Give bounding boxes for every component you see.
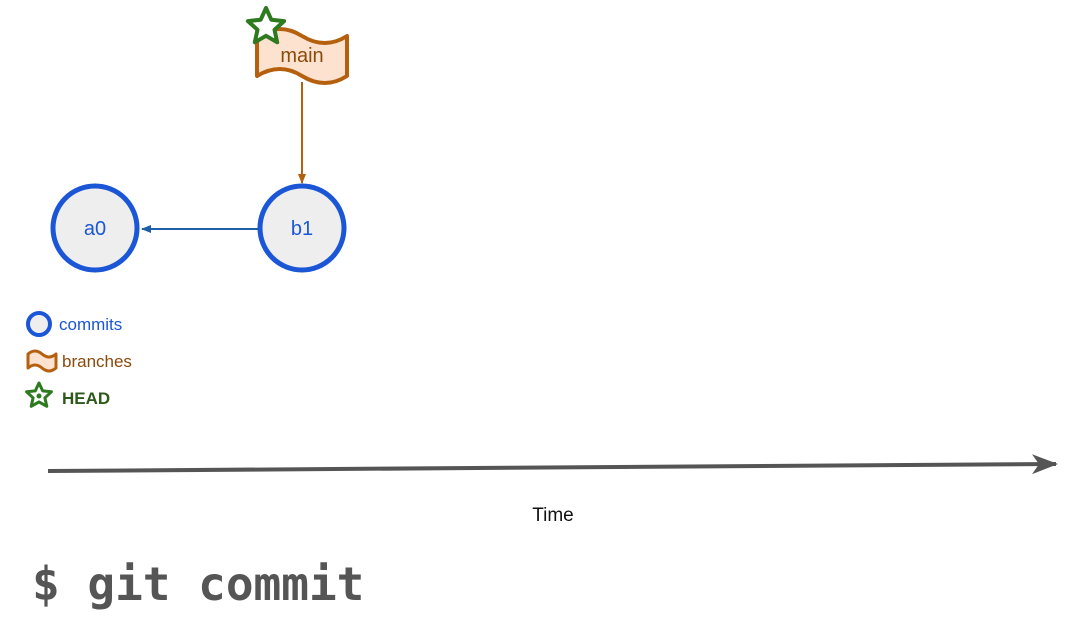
commit-node-b1: b1 (257, 183, 347, 273)
time-axis-label: Time (532, 505, 574, 526)
git-command: $ git commit (32, 557, 364, 611)
legend-label-branches: branches (62, 352, 132, 371)
legend-label-head: HEAD (62, 389, 110, 408)
branch-flag-main: main (255, 27, 349, 85)
legend-item-head: HEAD (25, 381, 110, 408)
legend: commits branches HEAD (25, 311, 132, 408)
commit-node-a0: a0 (50, 183, 140, 273)
commit-label-b1: b1 (291, 218, 313, 240)
legend-label-commits: commits (59, 315, 122, 334)
head-star-icon (245, 6, 287, 45)
branch-label-main: main (280, 45, 323, 67)
legend-item-commits: commits (26, 311, 122, 337)
branch-flag-icon (26, 349, 58, 373)
commit-icon (26, 311, 52, 337)
time-axis-arrow (47, 454, 1058, 475)
commit-label-a0: a0 (84, 218, 106, 240)
legend-item-branches: branches (26, 349, 132, 373)
